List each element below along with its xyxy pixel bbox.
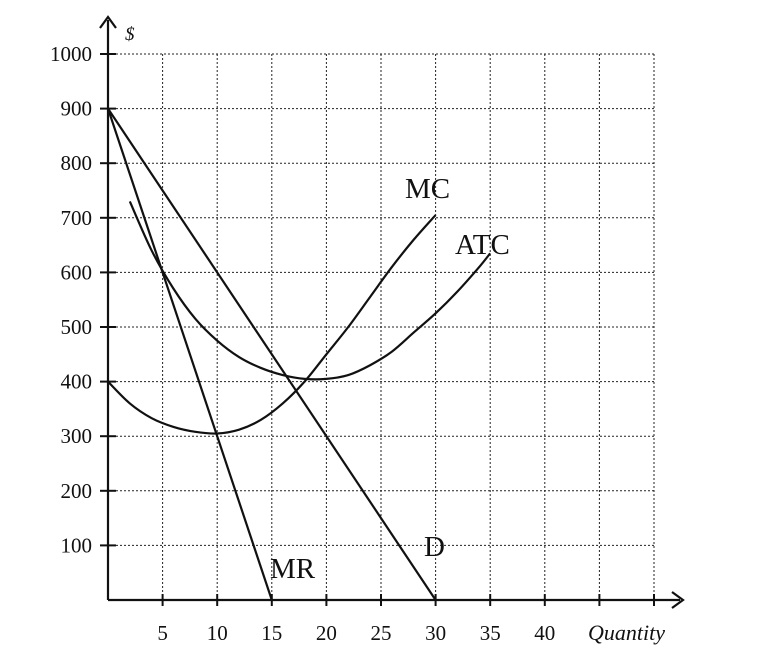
y-tick-label: 1000 bbox=[50, 42, 92, 66]
y-tick-label: 200 bbox=[61, 479, 93, 503]
x-axis-title: Quantity bbox=[588, 620, 665, 645]
mr-label: MR bbox=[270, 553, 316, 585]
y-tick-label: 500 bbox=[61, 315, 93, 339]
y-axis-title: $ bbox=[125, 24, 135, 45]
x-tick-label: 20 bbox=[316, 621, 337, 645]
mc-label: MC bbox=[405, 173, 450, 205]
x-tick-label: 40 bbox=[534, 621, 555, 645]
grid bbox=[108, 53, 656, 600]
atc-label: ATC bbox=[455, 229, 510, 261]
y-tick-label: 900 bbox=[61, 97, 93, 121]
y-tick-label: 600 bbox=[61, 260, 93, 284]
y-tick-label: 100 bbox=[61, 533, 93, 557]
ticks: 5 10 15 20 25 30 35 40 100 200 300 400 500 600 700 800 9… bbox=[50, 42, 655, 645]
d-label: D bbox=[424, 531, 445, 563]
y-tick-label: 300 bbox=[61, 424, 93, 448]
x-axis-arrow bbox=[671, 591, 685, 609]
x-tick-label: 10 bbox=[207, 621, 228, 645]
curve-mc bbox=[107, 214, 437, 435]
curve-mr bbox=[106, 108, 273, 601]
y-tick-label: 800 bbox=[61, 151, 93, 175]
y-tick-label: 400 bbox=[61, 370, 93, 394]
curve-d bbox=[107, 107, 437, 601]
y-tick-label: 700 bbox=[61, 206, 93, 230]
curve-atc bbox=[128, 200, 492, 381]
x-tick-label: 30 bbox=[425, 621, 446, 645]
curves bbox=[106, 107, 492, 601]
labels: $ Quantity MC ATC MR D bbox=[125, 24, 665, 645]
x-tick-label: 5 bbox=[157, 621, 168, 645]
x-tick-label: 25 bbox=[371, 621, 392, 645]
y-axis-arrow bbox=[99, 15, 117, 29]
x-tick-label: 35 bbox=[480, 621, 501, 645]
axes bbox=[99, 15, 685, 609]
x-tick-label: 15 bbox=[261, 621, 282, 645]
